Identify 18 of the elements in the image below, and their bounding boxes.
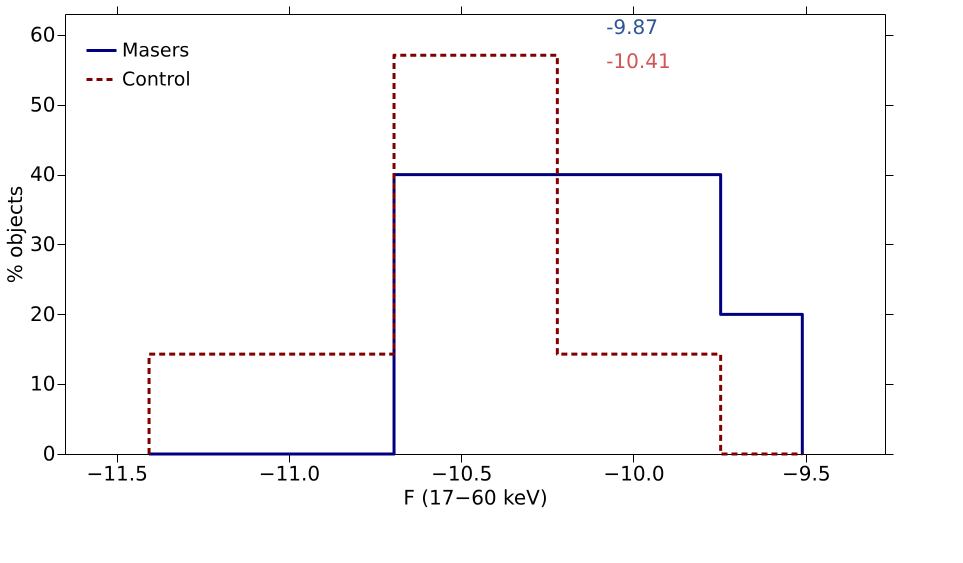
x-tick-label: −10.5 bbox=[431, 462, 492, 486]
annotation: -10.41 bbox=[606, 49, 671, 73]
x-tick-label: −11.5 bbox=[86, 462, 148, 486]
x-tick-label: −11.0 bbox=[258, 462, 320, 486]
x-axis-title: F (17−60 keV) bbox=[403, 486, 548, 510]
legend-label: Control bbox=[122, 68, 191, 90]
y-tick-label: 10 bbox=[30, 372, 56, 396]
y-tick-label: 40 bbox=[30, 162, 56, 186]
annotation: -9.87 bbox=[606, 15, 658, 39]
y-tick-label: 30 bbox=[30, 232, 56, 256]
y-tick-label: 20 bbox=[30, 302, 56, 326]
legend-label: Masers bbox=[122, 40, 190, 62]
x-tick-label: −10.0 bbox=[603, 462, 665, 486]
x-tick-label: −9.5 bbox=[782, 462, 831, 486]
y-tick-label: 60 bbox=[30, 22, 56, 46]
y-tick-label: 0 bbox=[42, 442, 56, 466]
y-tick-label: 50 bbox=[30, 92, 56, 116]
y-axis-title: % objects bbox=[3, 186, 28, 284]
